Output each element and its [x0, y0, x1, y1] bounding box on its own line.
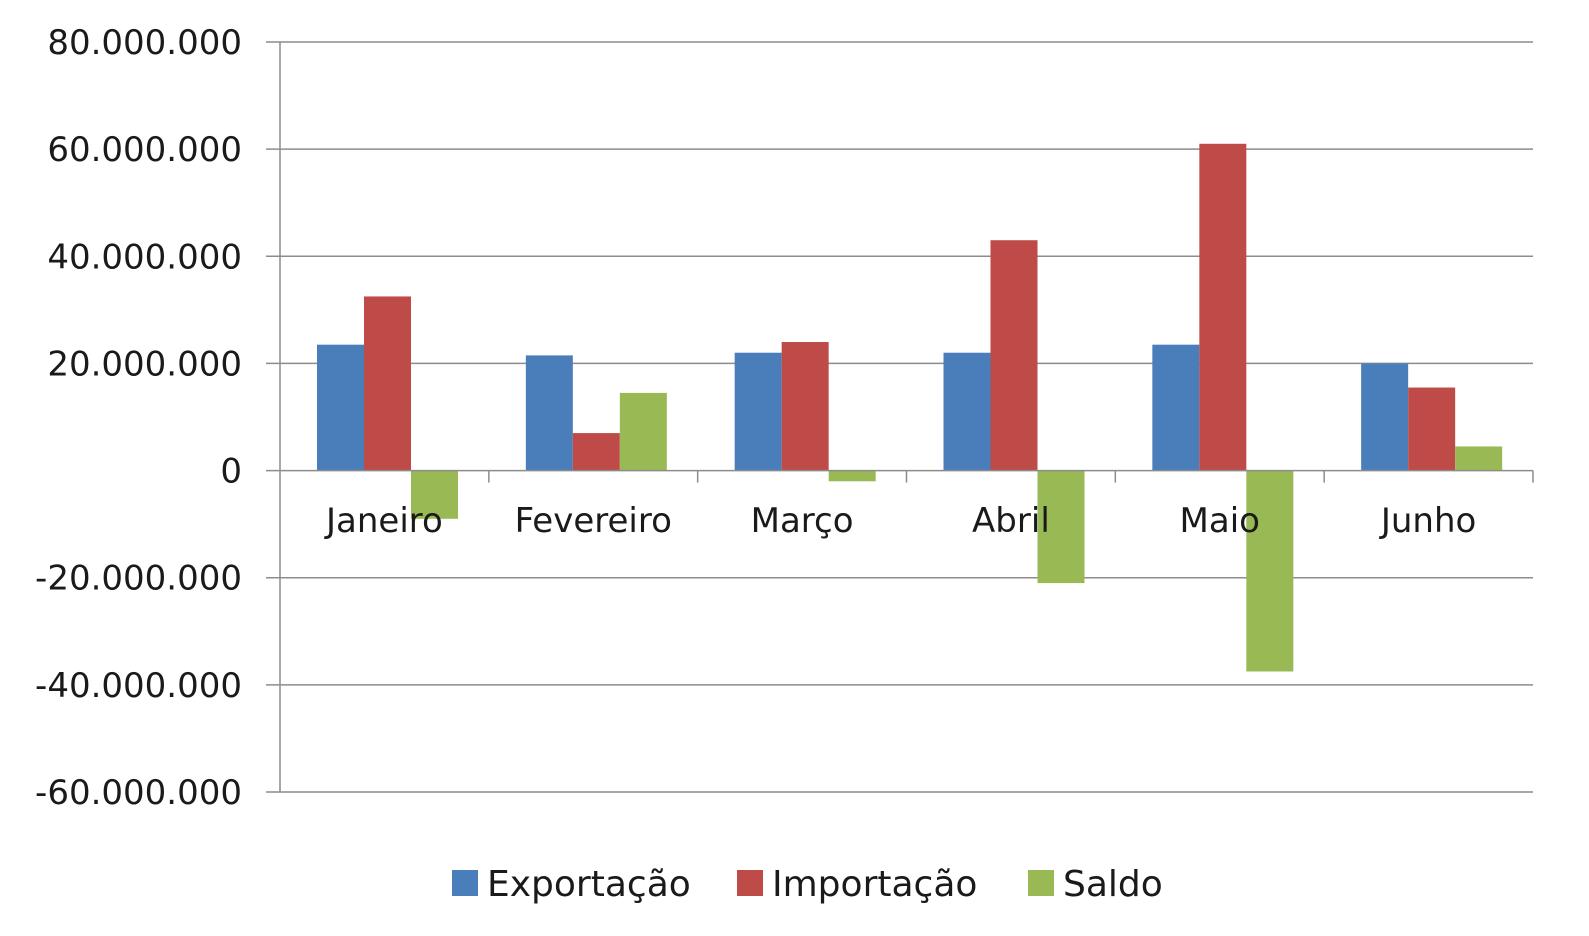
- x-tick-label: Maio: [1180, 501, 1260, 541]
- x-tick-label: Janeiro: [324, 501, 443, 541]
- y-tick-label: 0: [220, 452, 242, 492]
- bar-junho-1: [1408, 387, 1456, 471]
- legend-item: Importação: [737, 864, 977, 905]
- y-tick-label: 60.000.000: [47, 130, 242, 170]
- bar-janeiro-2: [411, 470, 458, 519]
- y-tick-label: -20.000.000: [35, 559, 242, 599]
- x-tick-label: Fevereiro: [515, 501, 672, 541]
- bar-maio-2: [1246, 470, 1294, 672]
- bar-fevereiro-2: [619, 392, 667, 471]
- y-tick-label: -40.000.000: [35, 666, 242, 706]
- bar-junho-0: [1361, 363, 1409, 471]
- bar-março-0: [734, 352, 782, 471]
- bar-maio-0: [1152, 344, 1200, 471]
- x-tick-label: Junho: [1379, 501, 1476, 541]
- bar-janeiro-1: [364, 296, 411, 471]
- axes: [266, 42, 1534, 792]
- gridlines: [266, 41, 1533, 793]
- legend-swatch: [737, 870, 763, 896]
- legend: Exportação Importação Saldo: [452, 864, 1163, 905]
- y-tick-label: -60.000.000: [35, 773, 242, 813]
- legend-label: Exportação: [487, 864, 691, 905]
- bar-abril-0: [943, 352, 991, 471]
- legend-item: Saldo: [1028, 864, 1163, 905]
- bar-fevereiro-1: [572, 433, 620, 471]
- bar-abril-2: [1037, 470, 1085, 584]
- legend-label: Importação: [772, 864, 977, 905]
- bar-maio-1: [1199, 143, 1247, 471]
- x-tick-label: Abril: [972, 501, 1050, 541]
- legend-swatch: [452, 870, 478, 896]
- bar-abril-1: [990, 240, 1038, 471]
- legend-item: Exportação: [452, 864, 691, 905]
- y-tick-label: 80.000.000: [47, 23, 242, 63]
- bar-março-1: [781, 342, 829, 471]
- x-axis-tick-labels: Janeiro Fevereiro Março Abril Maio Junho: [324, 501, 1476, 541]
- bar-janeiro-0: [317, 344, 364, 471]
- bars: [317, 143, 1503, 672]
- y-tick-label: 20.000.000: [47, 344, 242, 384]
- bar-fevereiro-0: [525, 355, 573, 471]
- x-tick-label: Março: [751, 501, 854, 541]
- bar-março-2: [828, 470, 876, 482]
- y-axis-tick-labels: 80.000.000 60.000.000 40.000.000 20.000.000…: [35, 23, 242, 813]
- y-tick-label: 40.000.000: [47, 237, 242, 277]
- legend-swatch: [1028, 870, 1054, 896]
- legend-label: Saldo: [1063, 864, 1163, 905]
- bar-junho-2: [1455, 446, 1503, 471]
